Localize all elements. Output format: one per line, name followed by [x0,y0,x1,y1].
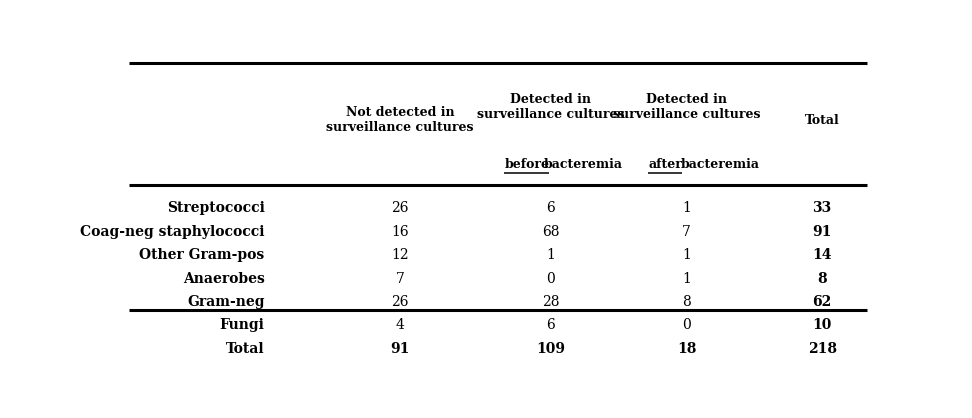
Text: 1: 1 [682,201,691,216]
Text: before: before [504,158,549,171]
Text: 4: 4 [396,318,404,332]
Text: 7: 7 [682,225,691,239]
Text: 62: 62 [813,295,832,309]
Text: 26: 26 [392,201,409,216]
Text: 1: 1 [682,272,691,285]
Text: 18: 18 [677,342,696,356]
Text: 6: 6 [546,201,555,216]
Text: 8: 8 [817,272,827,285]
Text: 16: 16 [392,225,409,239]
Text: Total: Total [805,114,840,127]
Text: 1: 1 [546,248,555,262]
Text: 14: 14 [813,248,832,262]
Text: bacteremia: bacteremia [680,158,760,171]
Text: 0: 0 [682,318,691,332]
Text: Detected in
surveillance cultures: Detected in surveillance cultures [477,93,625,121]
Text: Gram-neg: Gram-neg [188,295,264,309]
Text: after: after [648,158,682,171]
Text: Other Gram-pos: Other Gram-pos [139,248,264,262]
Text: 91: 91 [391,342,410,356]
Text: Coag-neg staphylococci: Coag-neg staphylococci [80,225,264,239]
Text: Total: Total [226,342,264,356]
Text: 0: 0 [546,272,555,285]
Text: 91: 91 [813,225,832,239]
Text: 109: 109 [537,342,566,356]
Text: Anaerobes: Anaerobes [183,272,264,285]
Text: 33: 33 [813,201,832,216]
Text: 7: 7 [396,272,404,285]
Text: bacteremia: bacteremia [543,158,623,171]
Text: 218: 218 [808,342,837,356]
Text: Streptococci: Streptococci [167,201,264,216]
Text: Fungi: Fungi [220,318,264,332]
Text: 6: 6 [546,318,555,332]
Text: 68: 68 [542,225,560,239]
Text: Detected in
surveillance cultures: Detected in surveillance cultures [612,93,760,121]
Text: 10: 10 [813,318,832,332]
Text: 12: 12 [392,248,409,262]
Text: 26: 26 [392,295,409,309]
Text: 8: 8 [682,295,691,309]
Text: 28: 28 [542,295,560,309]
Text: Not detected in
surveillance cultures: Not detected in surveillance cultures [327,106,474,134]
Text: 1: 1 [682,248,691,262]
